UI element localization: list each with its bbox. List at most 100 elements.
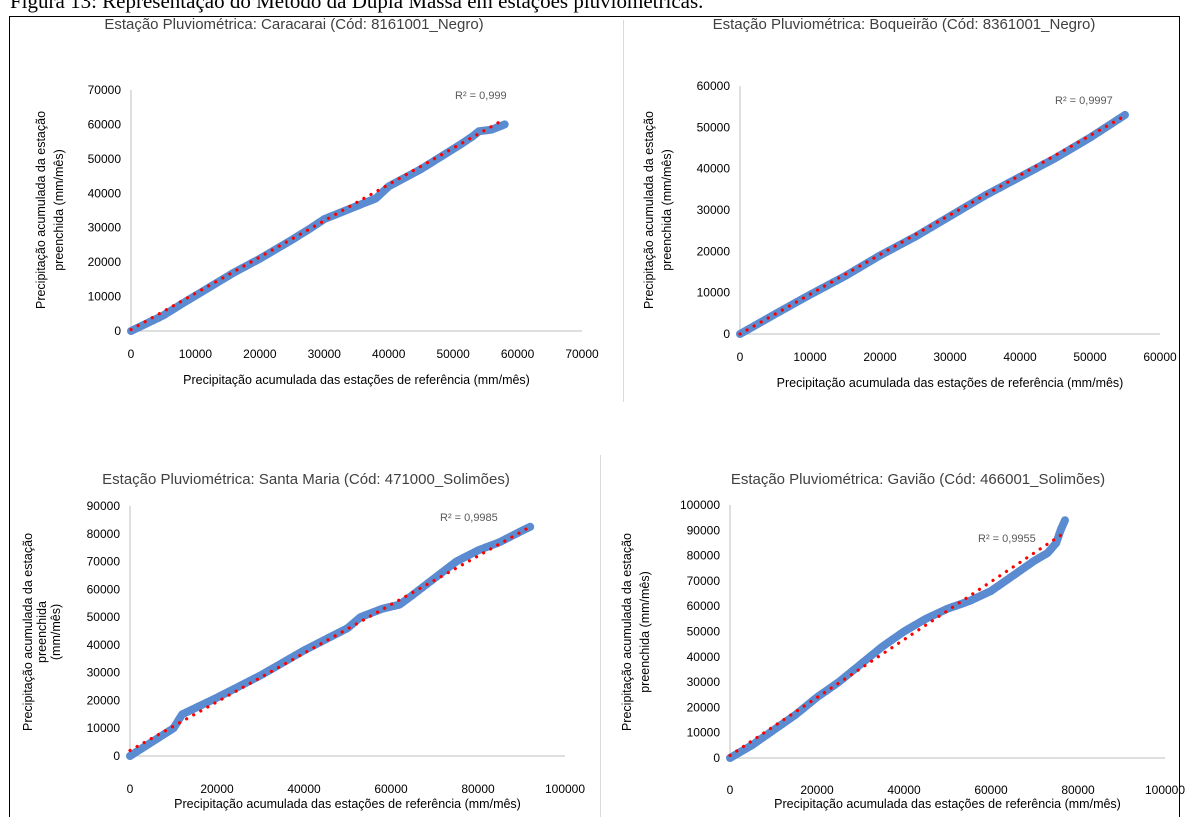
x-axis-label: Precipitação acumulada das estações de r… <box>174 797 521 811</box>
x-tick-label: 50000 <box>436 347 470 361</box>
y-tick-label: 20000 <box>697 244 731 258</box>
r-squared-label: R² = 0,9985 <box>440 512 498 524</box>
x-axis-label: Precipitação acumulada das estações de r… <box>774 797 1121 811</box>
x-tick-label: 60000 <box>974 783 1008 797</box>
data-point <box>526 522 535 531</box>
y-axis-label: preenchida <box>35 601 49 663</box>
y-tick-label: 10000 <box>697 286 731 300</box>
y-axis-label: preenchida (mm/mês) <box>638 571 652 693</box>
r-squared-label: R² = 0,9955 <box>978 533 1036 545</box>
chart-panel-santa-maria: Estação Pluviométrica: Santa Maria (Cód:… <box>16 455 596 817</box>
y-tick-label: 70000 <box>88 83 122 97</box>
y-tick-label: 30000 <box>687 675 721 689</box>
y-axis-label: Precipitação acumulada da estação <box>620 533 634 731</box>
chart-panel-caracarai: Estação Pluviométrica: Caracarai (Cód: 8… <box>16 16 606 402</box>
x-tick-label: 0 <box>727 783 734 797</box>
x-tick-label: 50000 <box>1073 350 1107 364</box>
y-tick-label: 20000 <box>87 693 121 707</box>
y-tick-label: 90000 <box>87 499 121 513</box>
y-tick-label: 50000 <box>87 610 121 624</box>
r-squared-label: R² = 0,9997 <box>1055 95 1113 107</box>
chart-title: Estação Pluviométrica: Santa Maria (Cód:… <box>102 471 510 488</box>
chart-title: Estação Pluviométrica: Gavião (Cód: 4660… <box>731 471 1105 488</box>
x-tick-label: 0 <box>737 350 744 364</box>
y-axis-label: Precipitação acumulada da estação <box>642 111 656 309</box>
y-tick-label: 10000 <box>87 721 121 735</box>
chart-svg: Estação Pluviométrica: Boqueirão (Cód: 8… <box>642 16 1177 390</box>
x-tick-label: 100000 <box>1145 783 1185 797</box>
x-tick-label: 40000 <box>1003 350 1037 364</box>
y-tick-label: 40000 <box>88 186 122 200</box>
trendline <box>128 525 532 753</box>
chart-panel-boqueirao: Estação Pluviométrica: Boqueirão (Cód: 8… <box>616 16 1186 402</box>
x-tick-label: 20000 <box>863 350 897 364</box>
chart-title: Estação Pluviométrica: Caracarai (Cód: 8… <box>104 16 483 33</box>
y-tick-label: 60000 <box>88 117 122 131</box>
vertical-divider-top <box>623 20 624 402</box>
x-axis-label: Precipitação acumulada das estações de r… <box>777 376 1124 390</box>
x-tick-label: 40000 <box>372 347 406 361</box>
chart-title: Estação Pluviométrica: Boqueirão (Cód: 8… <box>713 16 1096 33</box>
y-tick-label: 10000 <box>88 290 122 304</box>
x-tick-label: 60000 <box>1143 350 1177 364</box>
chart-svg: Estação Pluviométrica: Caracarai (Cód: 8… <box>34 16 599 387</box>
y-tick-label: 20000 <box>687 700 721 714</box>
x-tick-label: 10000 <box>179 347 213 361</box>
x-tick-label: 60000 <box>374 782 408 796</box>
r-squared-label: R² = 0,999 <box>455 90 507 102</box>
y-tick-label: 70000 <box>87 555 121 569</box>
trendline <box>728 533 1063 758</box>
y-tick-label: 100000 <box>680 498 720 512</box>
x-tick-label: 80000 <box>1061 783 1095 797</box>
x-tick-label: 0 <box>128 347 135 361</box>
x-tick-label: 40000 <box>887 783 921 797</box>
y-tick-label: 0 <box>113 749 120 763</box>
y-tick-label: 60000 <box>687 599 721 613</box>
figure-frame <box>9 16 1180 817</box>
y-tick-label: 40000 <box>697 162 731 176</box>
y-tick-label: 0 <box>713 751 720 765</box>
y-tick-label: 80000 <box>87 527 121 541</box>
y-tick-label: 50000 <box>687 625 721 639</box>
chart-panel-gaviao: Estação Pluviométrica: Gavião (Cód: 4660… <box>606 455 1186 817</box>
y-tick-label: 70000 <box>687 574 721 588</box>
y-axis-label: Precipitação acumulada da estação <box>21 533 35 731</box>
x-tick-label: 100000 <box>545 782 585 796</box>
y-tick-label: 50000 <box>697 120 731 134</box>
y-tick-label: 30000 <box>88 221 122 235</box>
trendline <box>738 114 1127 336</box>
y-tick-label: 40000 <box>687 650 721 664</box>
data-point <box>1061 516 1069 525</box>
x-tick-label: 60000 <box>501 347 535 361</box>
y-tick-label: 90000 <box>687 523 721 537</box>
vertical-divider-bottom <box>600 455 601 817</box>
x-tick-label: 10000 <box>793 350 827 364</box>
y-axis-label: preenchida (mm/mês) <box>52 149 66 271</box>
y-tick-label: 0 <box>114 324 121 338</box>
x-tick-label: 70000 <box>565 347 599 361</box>
y-tick-label: 20000 <box>88 255 122 269</box>
y-axis-label: preenchida (mm/mês) <box>660 149 674 271</box>
x-tick-label: 80000 <box>461 782 495 796</box>
trendline <box>129 121 500 332</box>
x-tick-label: 40000 <box>287 782 321 796</box>
y-axis-label: (mm/mês) <box>49 604 63 660</box>
y-axis-label: Precipitação acumulada da estação <box>34 111 48 309</box>
chart-svg: Estação Pluviométrica: Gavião (Cód: 4660… <box>620 471 1185 811</box>
y-tick-label: 10000 <box>687 726 721 740</box>
y-tick-label: 40000 <box>87 638 121 652</box>
y-tick-label: 30000 <box>697 203 731 217</box>
y-tick-label: 50000 <box>88 152 122 166</box>
x-tick-label: 20000 <box>243 347 277 361</box>
y-tick-label: 30000 <box>87 666 121 680</box>
x-tick-label: 20000 <box>800 783 834 797</box>
x-tick-label: 20000 <box>200 782 234 796</box>
y-tick-label: 60000 <box>87 582 121 596</box>
y-tick-label: 60000 <box>697 79 731 93</box>
data-point <box>1121 110 1129 119</box>
figure-caption: Figura 13: Representação do Método da Du… <box>10 0 704 13</box>
data-point <box>500 120 509 129</box>
x-tick-label: 30000 <box>308 347 342 361</box>
chart-svg: Estação Pluviométrica: Santa Maria (Cód:… <box>21 471 585 811</box>
x-tick-label: 30000 <box>933 350 967 364</box>
